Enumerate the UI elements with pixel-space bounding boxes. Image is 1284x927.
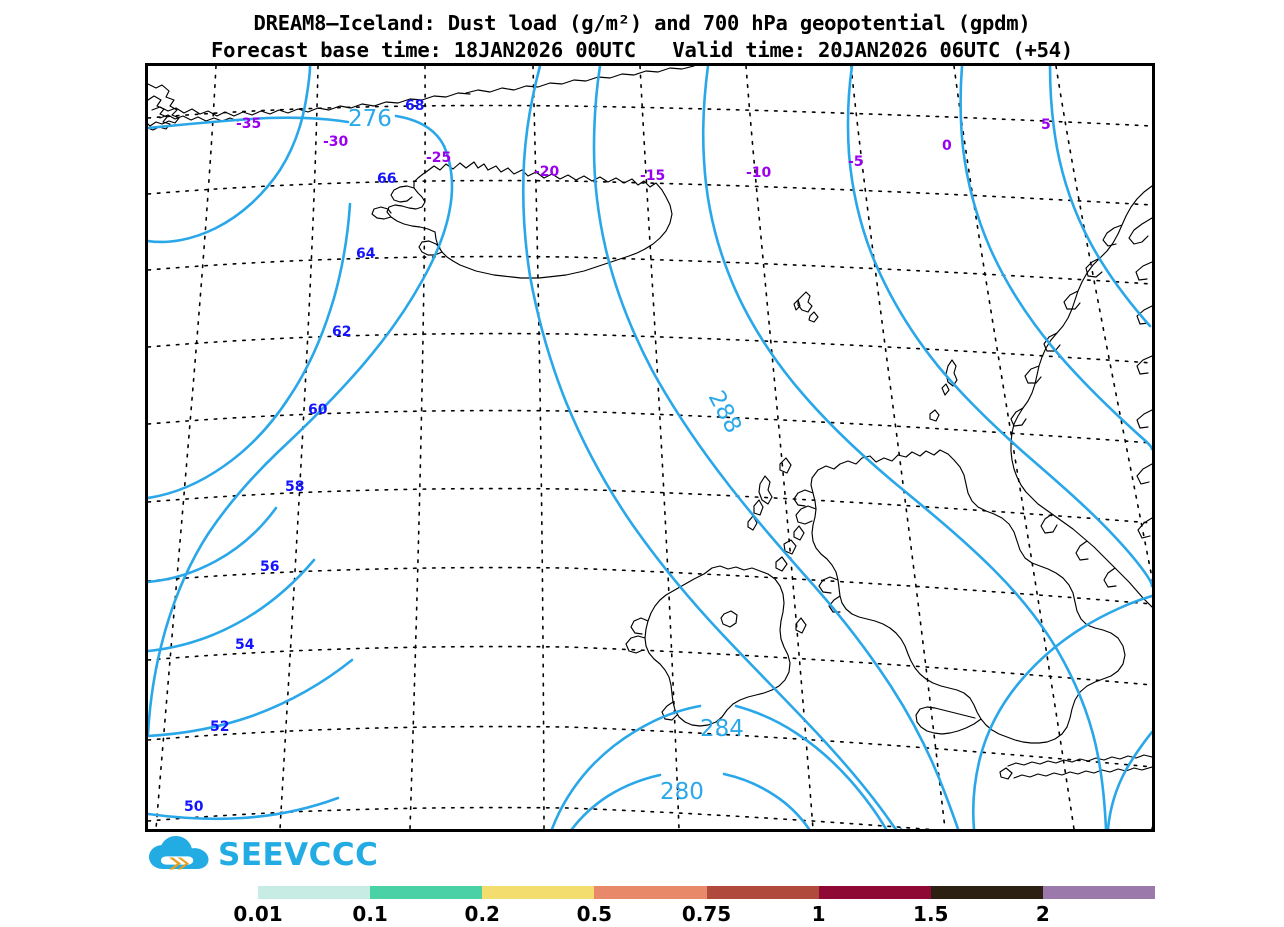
- contour-280: [570, 773, 662, 829]
- colorbar-tick-label: 0.5: [576, 902, 613, 926]
- title-line-2: Forecast base time: 18JAN2026 00UTC Vali…: [210, 37, 1074, 62]
- contour-label-284: 284: [700, 716, 744, 742]
- lat-label: 66: [377, 171, 396, 187]
- graticule-longitude-lines: [155, 66, 1152, 829]
- lat-label: 68: [405, 98, 424, 114]
- logo-text: SEEVCCC: [218, 836, 379, 873]
- colorbar-segment: [930, 886, 1043, 899]
- colorbar-segment: [1042, 886, 1155, 899]
- lat-label: 56: [260, 559, 279, 575]
- seevccc-logo: SEEVCCC: [148, 833, 378, 877]
- colorbar-tick-label: 0.75: [681, 902, 732, 926]
- lon-label: -10: [746, 165, 772, 181]
- colorbar-segment: [258, 886, 371, 899]
- colorbar-segment: [706, 886, 819, 899]
- colorbar-segment: [594, 886, 707, 899]
- colorbar-tick-labels: 0.01 0.1 0.2 0.5 0.75 1 1.5 2: [233, 902, 1155, 927]
- coastline-ireland: [644, 565, 791, 727]
- latitude-labels: 68 66 64 62 60 58 56 54 52 50: [184, 98, 424, 815]
- coastline-france: [1007, 754, 1152, 767]
- colorbar-segment: [482, 886, 595, 899]
- lat-label: 62: [332, 324, 351, 340]
- cloud-arrow-icon: [149, 836, 209, 870]
- map-panel[interactable]: -35 -30 -25 -20 -15 -10 -5 0 5 68 66 64 …: [145, 63, 1155, 832]
- dust-load-colorbar: 0.01 0.1 0.2 0.5 0.75 1 1.5 2: [233, 886, 1155, 927]
- lon-label: -25: [426, 150, 451, 166]
- lon-label: -20: [534, 164, 560, 180]
- title-line-1: DREAM8—Iceland: Dust load (g/m²) and 700…: [253, 11, 1031, 35]
- coastline-norway: [1010, 185, 1152, 608]
- coastline-orkney: [929, 409, 940, 422]
- contour-label-276: 276: [348, 106, 392, 132]
- colorbar-segment: [818, 886, 931, 899]
- lon-label: -5: [848, 154, 864, 170]
- chart-title-block: DREAM8—Iceland: Dust load (g/m²) and 700…: [0, 10, 1284, 63]
- colorbar-segment: [370, 886, 483, 899]
- colorbar-tick-label: 1.5: [913, 902, 949, 926]
- lat-label: 64: [356, 246, 376, 262]
- map-canvas[interactable]: -35 -30 -25 -20 -15 -10 -5 0 5 68 66 64 …: [148, 66, 1152, 829]
- lat-label: 52: [210, 719, 229, 735]
- graticule-latitude-lines: [148, 104, 1152, 829]
- colorbar-tick-label: 0.1: [352, 902, 388, 926]
- lon-label: 5: [1041, 117, 1051, 133]
- coastline-faroe: [797, 291, 813, 313]
- lon-label: -15: [640, 168, 665, 184]
- colorbar-tick-label: 1: [811, 902, 826, 926]
- contour-288: [701, 66, 1108, 829]
- contour-284: [550, 704, 702, 829]
- coastline-britain: [810, 449, 1126, 744]
- colorbar-strip: [258, 886, 1155, 899]
- lon-label: 0: [942, 138, 952, 154]
- colorbar-tick-label: 0.01: [233, 902, 283, 926]
- lat-label: 50: [184, 799, 204, 815]
- lat-label: 60: [308, 402, 328, 418]
- coastline-isle-of-man: [795, 617, 807, 634]
- colorbar-tick-label: 2: [1035, 902, 1050, 926]
- coastline-greenland: [148, 83, 180, 127]
- lon-label: -35: [236, 116, 261, 132]
- longitude-labels: -35 -30 -25 -20 -15 -10 -5 0 5: [236, 116, 1051, 184]
- contour-label-288: 288: [703, 387, 747, 438]
- contour-276: [148, 116, 350, 130]
- lat-label: 54: [235, 637, 255, 653]
- geopotential-contours: [148, 66, 1152, 829]
- colorbar-tick-label: 0.2: [464, 902, 500, 926]
- contour-label-280: 280: [660, 779, 704, 805]
- coastline-hebrides: [758, 475, 773, 505]
- lat-label: 58: [285, 479, 304, 495]
- contour-labels: 276 288 284 280: [348, 106, 746, 805]
- coastline-iceland: [425, 161, 673, 279]
- lon-label: -30: [323, 134, 349, 150]
